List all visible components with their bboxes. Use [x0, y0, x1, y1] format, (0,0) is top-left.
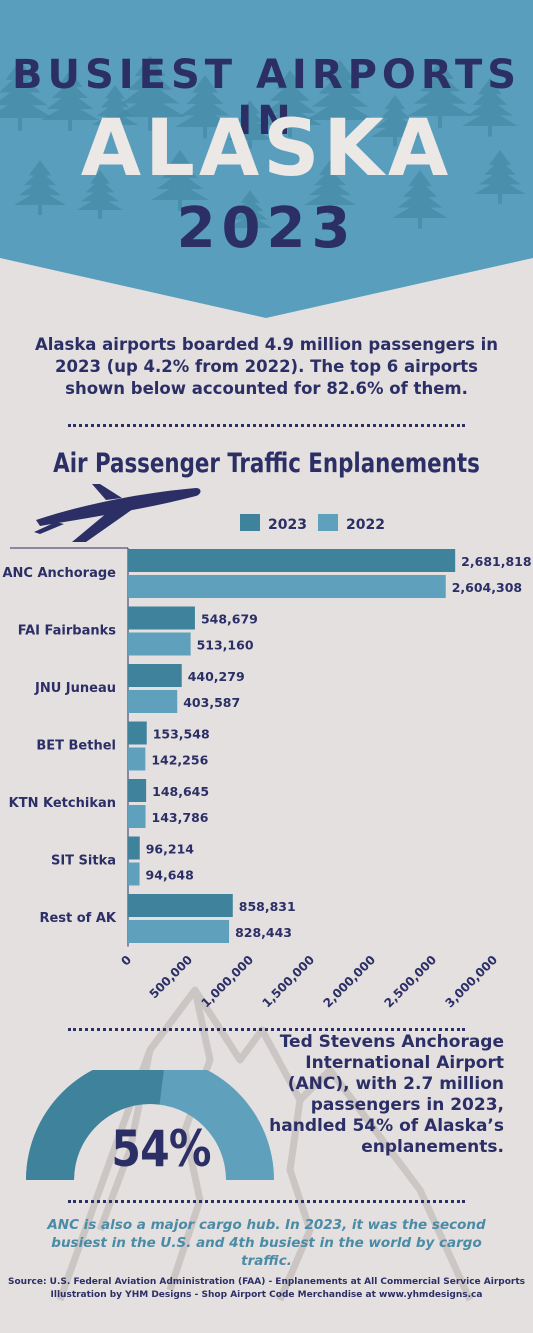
bar-2022 [128, 862, 140, 886]
bar-2022 [128, 690, 178, 713]
category-label: SIT Sitka [51, 854, 116, 869]
legend-label-2023: 2023 [268, 517, 307, 533]
credit-line: Illustration by YHM Designs - Shop Airpo… [50, 1290, 483, 1300]
bar-value-label: 142,256 [151, 753, 208, 768]
legend-swatch-2023 [240, 514, 260, 531]
title-year: 2023 [176, 196, 357, 261]
bar-2023 [128, 606, 195, 630]
bar-value-label: 143,786 [152, 810, 209, 825]
category-label: BET Bethel [36, 739, 116, 754]
bar-2023 [128, 836, 140, 860]
header-banner [0, 0, 533, 318]
bar-value-label: 548,679 [201, 612, 258, 627]
category-label: ANC Anchorage [2, 566, 116, 581]
bar-2022 [128, 632, 191, 656]
intro-text: Alaska airports boarded 4.9 million pass… [34, 335, 499, 398]
bar-value-label: 94,648 [146, 868, 194, 883]
bar-value-label: 148,645 [152, 784, 209, 799]
category-label: JNU Juneau [34, 681, 116, 696]
divider [68, 1028, 465, 1031]
divider [68, 424, 465, 427]
source-line: Source: U.S. Federal Aviation Administra… [8, 1277, 525, 1287]
divider [68, 1200, 465, 1203]
x-tick-label: 2,500,000 [381, 953, 439, 1010]
bar-2022 [128, 920, 230, 943]
x-tick-label: 1,000,000 [198, 953, 256, 1010]
percent-gauge [26, 1070, 274, 1180]
percent-value: 54% [111, 1120, 211, 1178]
bar-value-label: 440,279 [188, 669, 245, 684]
x-tick-label: 500,000 [147, 953, 196, 1002]
category-label: KTN Ketchikan [9, 796, 116, 811]
chart-title: Air Passenger Traffic Enplanements [53, 448, 480, 479]
cargo-note: ANC is also a major cargo hub. In 2023, … [47, 1217, 486, 1269]
bar-value-label: 2,681,818 [461, 554, 531, 569]
title-line-1: BUSIEST AIRPORTS IN [11, 52, 522, 144]
source-credits: Source: U.S. Federal Aviation Administra… [6, 1276, 527, 1302]
airplane-icon [34, 484, 201, 542]
bar-value-label: 828,443 [235, 925, 292, 940]
category-label: Rest of AK [39, 911, 116, 926]
bar-value-label: 403,587 [183, 695, 240, 710]
legend-label-2022: 2022 [346, 517, 385, 533]
bar-value-label: 153,548 [153, 727, 210, 742]
bar-value-label: 2,604,308 [452, 580, 522, 595]
bar-2022 [128, 747, 146, 771]
bar-2023 [128, 549, 456, 572]
bar-value-label: 513,160 [197, 638, 254, 653]
anc-highlight-text: Ted Stevens Anchorage International Airp… [269, 1032, 504, 1157]
bar-2023 [128, 894, 233, 917]
bar-2023 [128, 664, 182, 687]
legend-swatch-2022 [318, 514, 338, 531]
bar-2022 [128, 805, 146, 828]
title-line-2: ALASKA [80, 104, 453, 194]
x-tick-label: 2,000,000 [320, 953, 378, 1010]
bar-2023 [128, 721, 147, 745]
bar-value-label: 96,214 [146, 842, 195, 857]
bar-2023 [128, 779, 147, 802]
pine-tree-icon [0, 55, 526, 237]
bar-chart: 2023 2022 ANC Anchorage 2,681,818 2,604,308… [2, 484, 532, 1010]
category-label: FAI Fairbanks [18, 624, 117, 639]
bar-value-label: 858,831 [239, 899, 296, 914]
x-tick-label: 1,500,000 [259, 953, 317, 1010]
x-tick-label: 3,000,000 [442, 953, 500, 1010]
x-tick-label: 0 [118, 953, 134, 969]
bar-2022 [128, 575, 446, 598]
